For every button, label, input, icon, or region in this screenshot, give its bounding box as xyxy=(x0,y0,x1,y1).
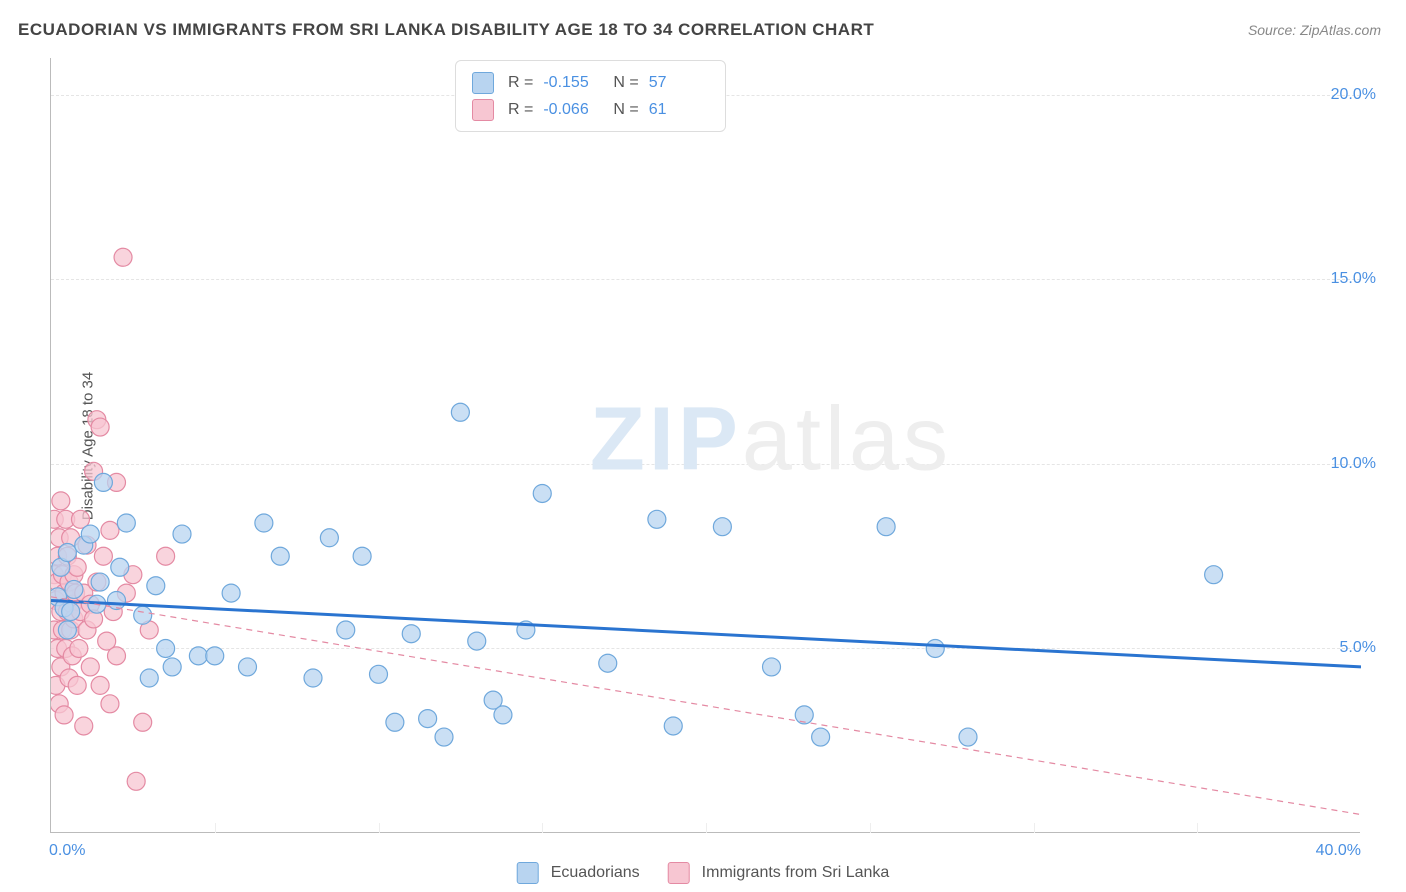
swatch-srilanka xyxy=(472,99,494,121)
swatch-ecuadorians-bottom xyxy=(517,862,539,884)
swatch-srilanka-bottom xyxy=(668,862,690,884)
series-legend: Ecuadorians Immigrants from Sri Lanka xyxy=(517,862,890,884)
correlation-legend: R = -0.155 N = 57 R = -0.066 N = 61 xyxy=(455,60,726,132)
n-value-srilanka: 61 xyxy=(649,96,709,123)
r-label: R = xyxy=(508,96,533,123)
plot-area: ZIPatlas 5.0%10.0%15.0%20.0%0.0%40.0% xyxy=(50,58,1360,833)
n-value-ecuadorians: 57 xyxy=(649,69,709,96)
legend-label-ecuadorians: Ecuadorians xyxy=(551,864,640,882)
r-value-srilanka: -0.066 xyxy=(543,96,603,123)
legend-item-srilanka: Immigrants from Sri Lanka xyxy=(668,862,890,884)
r-value-ecuadorians: -0.155 xyxy=(543,69,603,96)
legend-label-srilanka: Immigrants from Sri Lanka xyxy=(702,864,890,882)
x-tick-origin: 0.0% xyxy=(49,842,85,860)
source-attribution: Source: ZipAtlas.com xyxy=(1248,22,1381,38)
r-label: R = xyxy=(508,69,533,96)
x-tick-end: 40.0% xyxy=(1316,842,1361,860)
legend-row-ecuadorians: R = -0.155 N = 57 xyxy=(472,69,709,96)
legend-row-srilanka: R = -0.066 N = 61 xyxy=(472,96,709,123)
n-label: N = xyxy=(613,69,638,96)
legend-item-ecuadorians: Ecuadorians xyxy=(517,862,640,884)
swatch-ecuadorians xyxy=(472,72,494,94)
n-label: N = xyxy=(613,96,638,123)
chart-container: ECUADORIAN VS IMMIGRANTS FROM SRI LANKA … xyxy=(0,0,1406,892)
chart-title: ECUADORIAN VS IMMIGRANTS FROM SRI LANKA … xyxy=(18,20,874,40)
scatter-svg xyxy=(51,58,1361,833)
